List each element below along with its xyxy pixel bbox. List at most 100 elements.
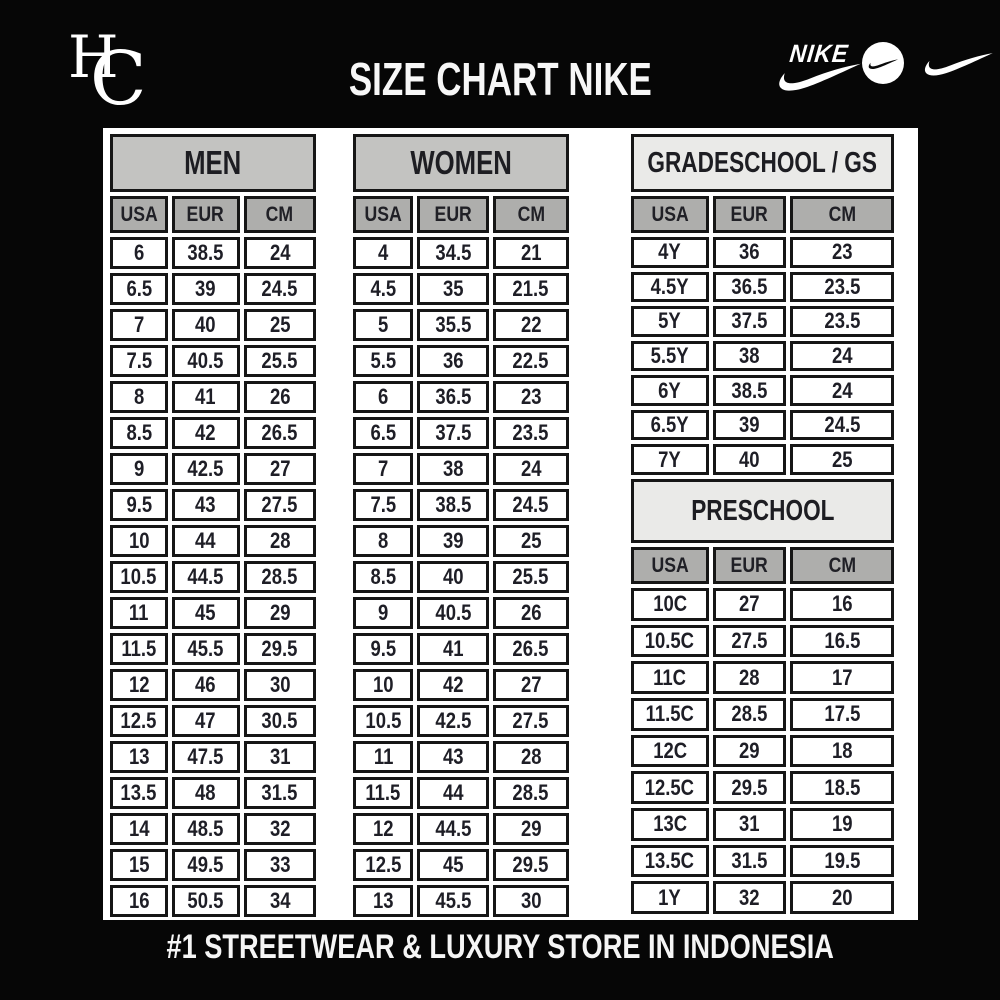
table-row: 4.5 35 21.5 [353,273,569,305]
store-monogram-logo: H C [62,26,158,122]
size-cell: 5.5Y [631,340,709,372]
table-row: 14 48.5 32 [110,813,316,845]
table-row: 15 49.5 33 [110,849,316,881]
size-cell: 43 [417,741,489,773]
table-row: 11 43 28 [353,741,569,773]
table-row: 12 46 30 [110,669,316,701]
table-row: 6.5 37.5 23.5 [353,417,569,449]
size-cell: 39 [171,273,240,305]
size-cell: 37.5 [712,306,787,337]
size-cell: 44.5 [417,813,489,845]
nike-wordmark-text: NIKE [788,40,850,68]
size-cell: 44 [417,777,489,809]
nike-swoosh-icon [924,53,993,76]
size-cell: 42.5 [171,453,240,485]
size-cell: 12 [353,813,414,845]
size-cell: 12.5C [631,771,709,805]
size-cell: 8 [353,525,414,557]
size-cell: 14 [110,813,168,845]
nike-circle-logo [862,42,904,84]
size-cell: 23 [790,237,894,268]
size-cell: 25 [243,309,316,341]
size-cell: 29 [243,597,316,629]
size-cell: 15 [110,849,168,881]
column-header-usa: USA [631,547,709,584]
size-cell: 6 [353,381,414,413]
size-cell: 23 [492,381,569,413]
size-cell: 44 [171,525,240,557]
size-cell: 40 [712,444,787,476]
column-header-eur: EUR [712,547,787,584]
table-row: 4 34.5 21 [353,237,569,269]
size-cell: 25 [492,525,569,557]
size-cell: 47 [171,705,240,737]
size-cell: 16.5 [790,624,894,658]
size-cell: 24.5 [492,489,569,521]
size-cell: 29 [712,734,787,768]
table-row: 8.5 40 25.5 [353,561,569,593]
women-size-table: WOMEN USA EUR CM 4 34.5 21 4.5 35 21.5 5 35.5 22 5.5 3… [353,134,569,917]
size-cell: 11.5C [631,698,709,731]
size-cell: 39 [712,409,787,441]
size-cell: 40 [417,561,489,593]
nike-wordmark-logo: NIKE [774,40,864,91]
size-cell: 9.5 [353,633,414,665]
size-cell: 21.5 [492,273,569,305]
size-cell: 41 [417,633,489,665]
table-title: WOMEN [353,134,569,192]
table-row: 1Y 32 20 [631,881,894,915]
size-cell: 42 [417,669,489,701]
size-cell: 24.5 [243,273,316,305]
table-row: 7.5 40.5 25.5 [110,345,316,377]
size-cell: 28.5 [712,698,787,731]
table-row: 9.5 41 26.5 [353,633,569,665]
size-cell: 7Y [631,444,709,476]
table-row: 7.5 38.5 24.5 [353,489,569,521]
size-cell: 8.5 [110,417,168,449]
size-cell: 31 [243,741,316,773]
size-cell: 27.5 [243,489,316,521]
table-row: 8 41 26 [110,381,316,413]
size-cell: 26 [243,381,316,413]
table-row: 10.5C 27.5 16.5 [631,624,894,658]
size-cell: 30.5 [243,705,316,737]
table-row: 10C 27 16 [631,588,894,621]
table-row: 4Y 36 23 [631,237,894,268]
table-row: 11 45 29 [110,597,316,629]
size-cell: 42 [171,417,240,449]
table-row: 5Y 37.5 23.5 [631,306,894,337]
men-column: MEN USA EUR CM 6 38.5 24 6.5 39 24.5 7 40 25 7.5 40.5 2… [110,134,316,917]
table-row: 7Y 40 25 [631,444,894,476]
size-cell: 13C [631,808,709,841]
size-cell: 9.5 [110,489,168,521]
size-cell: 8.5 [353,561,414,593]
size-cell: 27 [243,453,316,485]
size-cell: 22.5 [492,345,569,377]
size-cell: 33 [243,849,316,881]
nike-swoosh-icon [779,63,861,91]
size-cell: 38.5 [171,237,240,269]
size-cell: 6.5 [353,417,414,449]
size-cell: 25 [790,444,894,476]
size-cell: 7 [110,309,168,341]
size-cell: 17.5 [790,698,894,731]
table-row: 7 40 25 [110,309,316,341]
size-cell: 20 [790,881,894,915]
column-header-cm: CM [492,196,569,233]
size-cell: 6 [110,237,168,269]
table-row: 11.5 45.5 29.5 [110,633,316,665]
size-cell: 6.5Y [631,409,709,441]
size-cell: 47.5 [171,741,240,773]
table-row: 5.5 36 22.5 [353,345,569,377]
size-cell: 38.5 [712,375,787,406]
size-cell: 18.5 [790,771,894,805]
table-title: MEN [110,134,316,192]
size-cell: 18 [790,734,894,768]
table-row: 8 39 25 [353,525,569,557]
table-row: 9.5 43 27.5 [110,489,316,521]
size-cell: 23.5 [790,306,894,337]
size-cell: 38 [712,340,787,372]
size-cell: 31 [712,808,787,841]
size-cell: 10.5 [110,561,168,593]
size-cell: 6Y [631,375,709,406]
